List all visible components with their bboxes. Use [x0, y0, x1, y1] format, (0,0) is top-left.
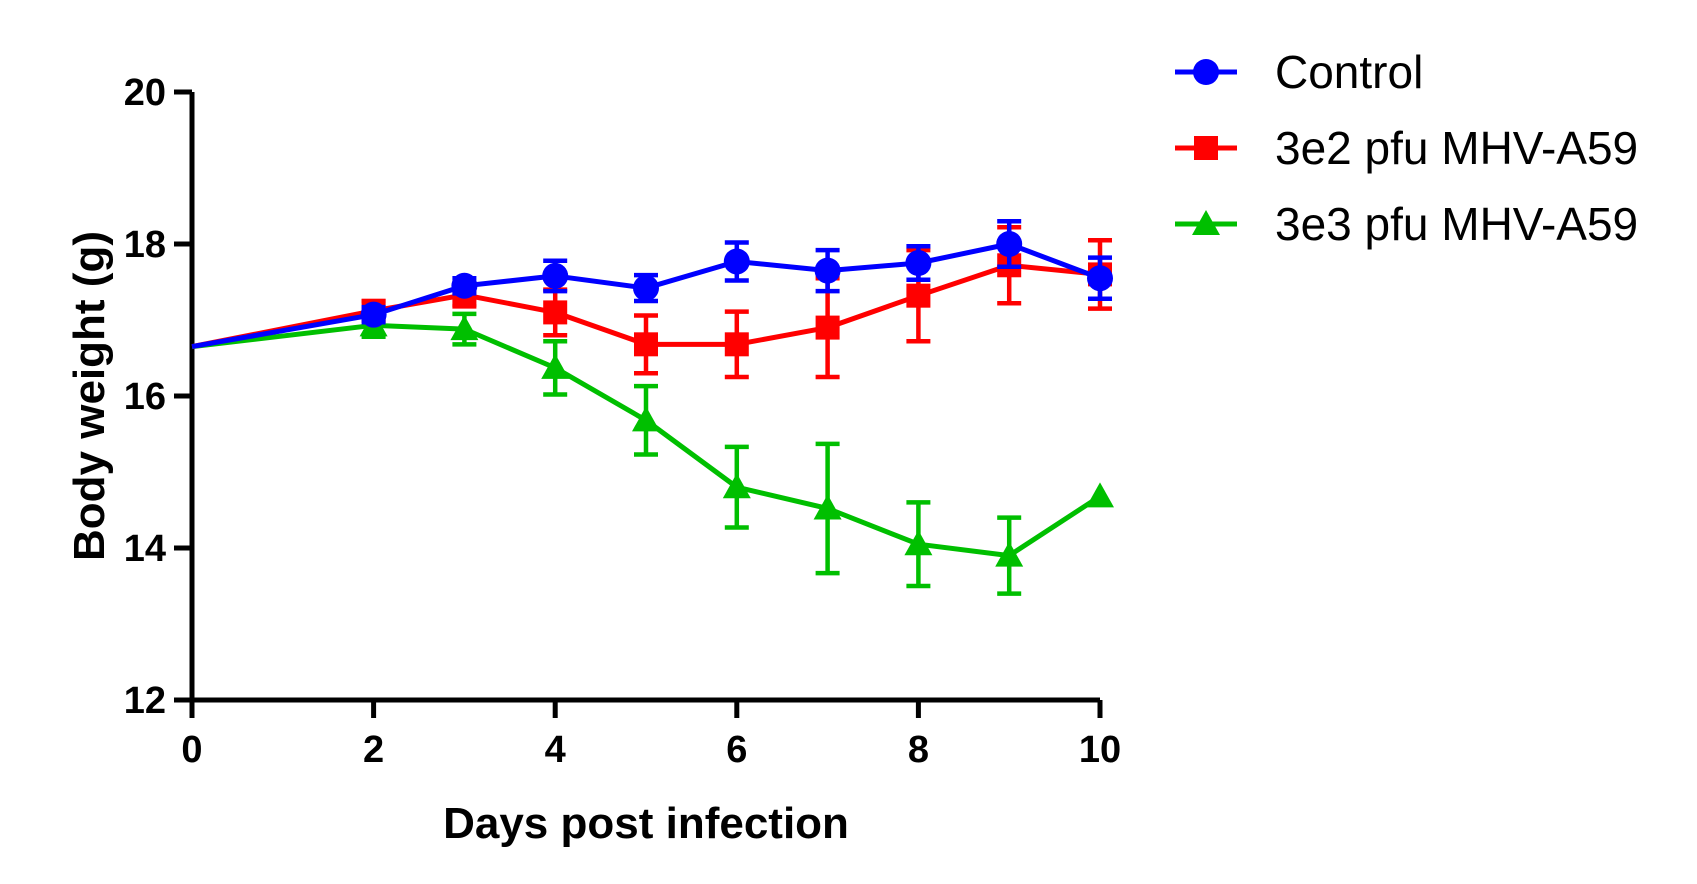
data-point [814, 257, 841, 284]
data-point [995, 541, 1024, 567]
data-point [905, 250, 932, 276]
series-line [191, 322, 1102, 559]
data-point [451, 272, 478, 299]
x-tick-label: 0 [181, 729, 202, 771]
data-point [541, 353, 570, 379]
data-point [1086, 482, 1114, 508]
data-point [543, 300, 568, 325]
x-tick-label: 8 [908, 729, 929, 771]
legend-entry-0: Control [1175, 46, 1423, 98]
x-tick-label: 6 [726, 729, 747, 771]
data-point [633, 275, 659, 302]
series-0 [191, 218, 1113, 350]
x-tick-label: 4 [545, 729, 566, 771]
data-point [815, 315, 840, 340]
data-point [904, 530, 933, 556]
y-axis-title: Body weight (g) [65, 231, 114, 561]
data-point [542, 262, 569, 289]
legend-entry-1: 3e2 pfu MHV-A59 [1175, 122, 1638, 174]
series-2 [191, 311, 1114, 596]
data-point [634, 332, 658, 357]
data-point [906, 283, 931, 308]
data-point [722, 473, 751, 499]
legend-label: 3e2 pfu MHV-A59 [1275, 122, 1638, 174]
series-line [191, 262, 1101, 350]
data-point [360, 301, 387, 328]
data-point [813, 494, 842, 520]
legend-marker [1194, 136, 1218, 160]
data-point [1087, 265, 1113, 292]
y-tick-label: 16 [124, 376, 166, 418]
axes: 12 14 16 18 20 0 2 4 6 8 10 [124, 72, 1121, 771]
data-point [723, 248, 750, 275]
data-point [632, 406, 660, 432]
y-tick-label: 14 [124, 528, 166, 570]
data-point [996, 231, 1023, 257]
y-tick-label: 20 [124, 72, 166, 114]
x-axis-title: Days post infection [443, 799, 849, 848]
y-tick-label: 12 [124, 680, 166, 722]
legend-marker [1192, 210, 1220, 235]
legend-marker [1193, 59, 1219, 85]
legend-label: 3e3 pfu MHV-A59 [1275, 198, 1638, 250]
x-tick-label: 10 [1079, 729, 1121, 771]
data-point [450, 315, 479, 341]
legend: Control 3e2 pfu MHV-A59 3e3 pfu MHV-A59 [1175, 46, 1638, 250]
y-tick-label: 18 [124, 224, 166, 266]
series-layer [191, 218, 1114, 596]
legend-label: Control [1275, 46, 1423, 98]
x-tick-label: 2 [363, 729, 384, 771]
series-line [191, 241, 1101, 350]
legend-entry-2: 3e3 pfu MHV-A59 [1175, 198, 1638, 250]
data-point [724, 332, 749, 357]
